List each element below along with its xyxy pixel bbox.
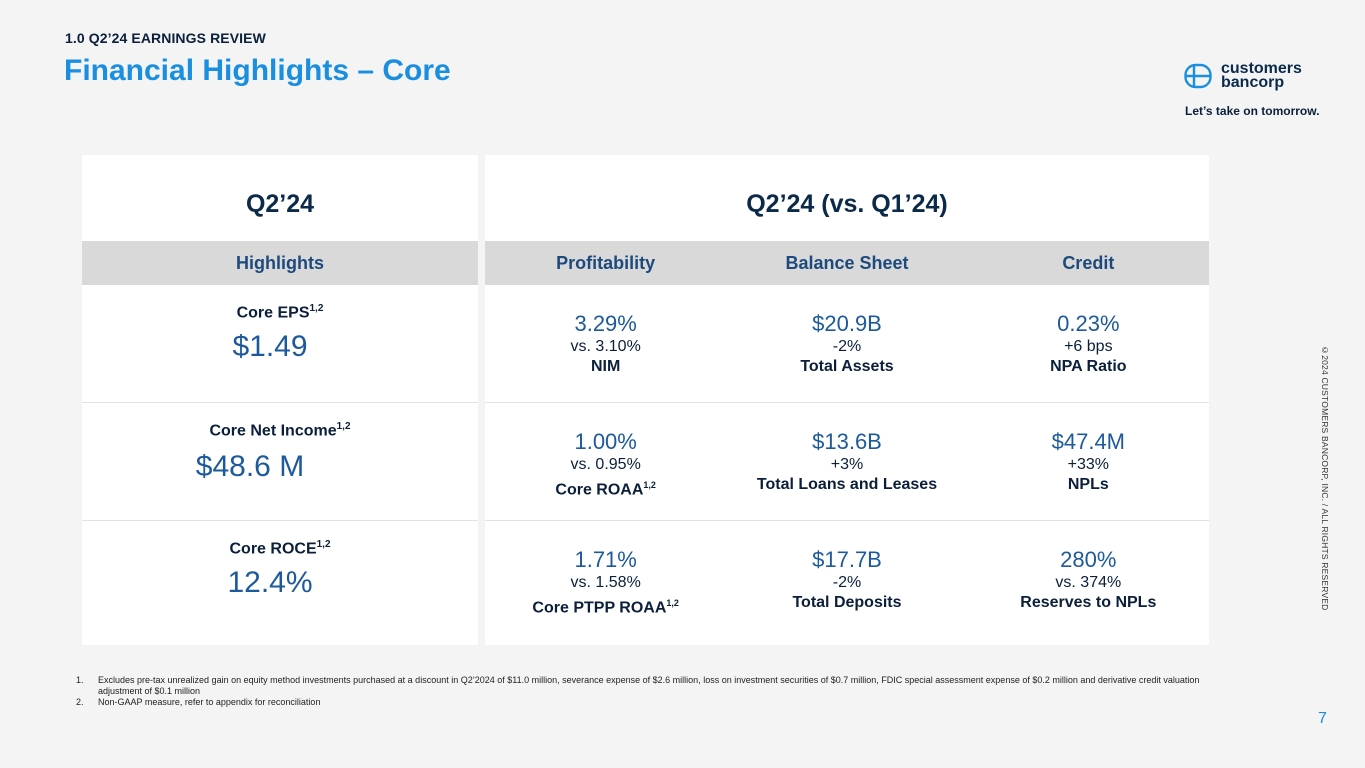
metric-value: $17.7B xyxy=(812,547,882,572)
highlight-label: Core ROCE1,2 xyxy=(229,539,331,558)
metric-label: Reserves to NPLs xyxy=(1020,594,1157,611)
metric-value: $20.9B xyxy=(812,311,882,336)
metric-delta: -2% xyxy=(832,338,862,355)
highlight-value: $1.49 xyxy=(232,330,308,364)
metric-cell-npa-ratio: 0.23% +6 bps NPA Ratio xyxy=(968,285,1209,402)
metric-label: Total Loans and Leases xyxy=(756,476,938,493)
highlights-panel: Q2’24 Highlights Core EPS1,2 $1.49 Core … xyxy=(82,155,478,645)
highlight-value: $48.6 M xyxy=(195,450,305,484)
metric-delta: +33% xyxy=(1067,456,1109,473)
metrics-row: 3.29% vs. 3.10% NIM $20.9B -2% Total Ass… xyxy=(485,285,1209,403)
metric-value: 0.23% xyxy=(1057,311,1120,336)
metric-label: NPLs xyxy=(1067,476,1109,493)
metric-value: $47.4M xyxy=(1051,429,1126,454)
highlight-row-net-income: Core Net Income1,2 $48.6 M xyxy=(82,403,478,521)
metrics-panel: Q2’24 (vs. Q1’24) Profitability Balance … xyxy=(485,155,1209,645)
metrics-row: 1.00% vs. 0.95% Core ROAA1,2 $13.6B +3% … xyxy=(485,403,1209,521)
metric-cell-core-ptpp-roaa: 1.71% vs. 1.58% Core PTPP ROAA1,2 xyxy=(485,521,726,641)
logo-mark-icon xyxy=(1184,63,1212,89)
metric-value: $13.6B xyxy=(812,429,882,454)
metrics-header-row: Profitability Balance Sheet Credit xyxy=(485,241,1209,285)
metric-cell-nim: 3.29% vs. 3.10% NIM xyxy=(485,285,726,402)
metric-value: 3.29% xyxy=(574,311,637,336)
metrics-panel-title: Q2’24 (vs. Q1’24) xyxy=(746,189,948,218)
metric-cell-npls: $47.4M +33% NPLs xyxy=(968,403,1209,520)
copyright-notice: ©2024 CUSTOMERS BANCORP, INC. / ALL RIGH… xyxy=(1320,345,1330,611)
highlight-row-eps: Core EPS1,2 $1.49 xyxy=(82,285,478,403)
page-title: Financial Highlights – Core xyxy=(64,54,451,87)
metric-cell-total-deposits: $17.7B -2% Total Deposits xyxy=(726,521,967,641)
highlight-value: 12.4% xyxy=(227,566,313,600)
metric-value: 1.00% xyxy=(574,429,637,454)
metric-label: Total Assets xyxy=(800,358,894,375)
highlights-panel-title: Q2’24 xyxy=(245,189,315,218)
metric-cell-core-roaa: 1.00% vs. 0.95% Core ROAA1,2 xyxy=(485,403,726,520)
footnote-1: 1. Excludes pre-tax unrealized gain on e… xyxy=(76,675,1200,696)
metric-delta: +6 bps xyxy=(1064,338,1113,355)
footnote-2: 2. Non-GAAP measure, refer to appendix f… xyxy=(76,697,321,707)
metric-cell-total-assets: $20.9B -2% Total Assets xyxy=(726,285,967,402)
metric-cell-total-loans: $13.6B +3% Total Loans and Leases xyxy=(726,403,967,520)
logo-text-line2: bancorp xyxy=(1221,74,1285,91)
metric-delta: vs. 3.10% xyxy=(570,338,641,355)
column-header-credit: Credit xyxy=(1062,252,1115,273)
metric-delta: +3% xyxy=(830,456,864,473)
metric-delta: vs. 1.58% xyxy=(570,574,641,591)
metrics-row: 1.71% vs. 1.58% Core PTPP ROAA1,2 $17.7B… xyxy=(485,521,1209,641)
highlights-column-header: Highlights xyxy=(236,252,324,273)
metric-label: Core PTPP ROAA1,2 xyxy=(532,598,679,617)
metric-cell-reserves-to-npls: 280% vs. 374% Reserves to NPLs xyxy=(968,521,1209,641)
metric-label: NPA Ratio xyxy=(1050,358,1127,375)
highlight-label: Core EPS1,2 xyxy=(236,303,324,322)
metric-label: Core ROAA1,2 xyxy=(555,480,656,499)
metric-delta: vs. 0.95% xyxy=(570,456,641,473)
highlight-label: Core Net Income1,2 xyxy=(209,421,351,440)
page-number: 7 xyxy=(1318,710,1327,727)
highlights-header-row: Highlights xyxy=(82,241,478,285)
metric-delta: vs. 374% xyxy=(1055,574,1122,591)
metric-label: NIM xyxy=(591,358,621,375)
column-header-balance-sheet: Balance Sheet xyxy=(785,252,909,273)
tagline: Let’s take on tomorrow. xyxy=(1185,104,1320,118)
logo-text-line1: customers xyxy=(1221,60,1302,77)
metric-delta: -2% xyxy=(832,574,862,591)
section-label: 1.0 Q2’24 EARNINGS REVIEW xyxy=(65,30,266,46)
metric-value: 280% xyxy=(1060,547,1117,572)
brand-logo: customers bancorp xyxy=(1184,60,1302,91)
footnotes: 1. Excludes pre-tax unrealized gain on e… xyxy=(76,675,1206,708)
metric-label: Total Deposits xyxy=(792,594,902,611)
highlight-row-roce: Core ROCE1,2 12.4% xyxy=(82,521,478,641)
column-header-profitability: Profitability xyxy=(556,252,656,273)
metric-value: 1.71% xyxy=(574,547,637,572)
